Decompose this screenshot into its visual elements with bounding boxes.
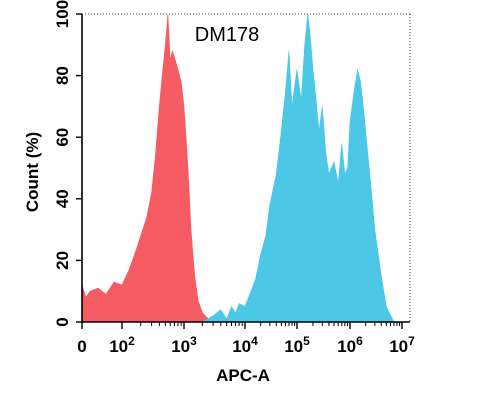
y-tick-label: 20 [53, 251, 72, 270]
series-1-area [81, 13, 215, 323]
x-tick-label: 103 [171, 334, 197, 356]
chart-title: DM178 [195, 24, 259, 46]
x-tick-label: 105 [284, 334, 310, 356]
x-tick-label: 107 [389, 334, 415, 356]
x-tick-label: 102 [109, 334, 135, 356]
axis-ticks: 0 20 40 60 80 100 0 102 103 104 105 106 107 [53, 0, 415, 356]
y-tick-label: 80 [53, 66, 72, 85]
y-tick-label: 100 [53, 0, 72, 28]
x-tick-label: 0 [77, 337, 86, 356]
y-axis-title: Count (%) [23, 132, 42, 212]
x-tick-label: 104 [232, 334, 258, 356]
y-tick-label: 40 [53, 189, 72, 208]
x-tick-label: 106 [337, 334, 363, 356]
y-tick-label: 60 [53, 128, 72, 147]
x-axis-title: APC-A [216, 366, 270, 385]
plot-area [81, 13, 411, 323]
series-2-area [201, 13, 395, 323]
y-tick-label: 0 [53, 317, 72, 326]
